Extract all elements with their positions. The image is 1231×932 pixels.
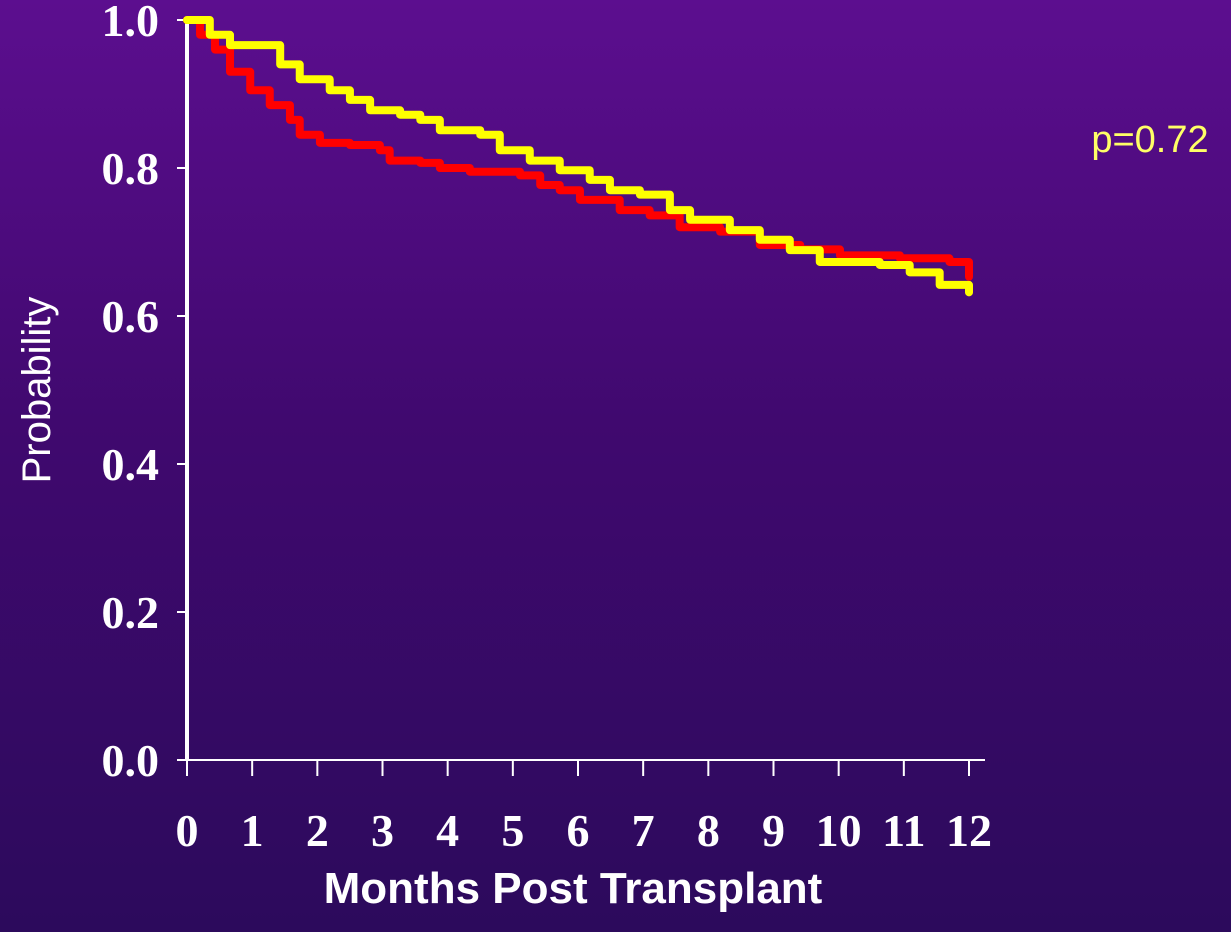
x-tick-label: 1 xyxy=(241,805,264,856)
x-tick-label: 10 xyxy=(816,805,862,856)
y-tick-label: 0.2 xyxy=(102,587,160,638)
x-tick-label: 9 xyxy=(762,805,785,856)
survival-curve xyxy=(183,16,973,297)
x-tick-label: 8 xyxy=(697,805,720,856)
x-tick-label: 7 xyxy=(632,805,655,856)
x-tick-label: 5 xyxy=(501,805,524,856)
y-tick-label: 1.0 xyxy=(102,0,160,46)
y-tick-label: 0.4 xyxy=(102,439,160,490)
x-tick-label: 2 xyxy=(306,805,329,856)
y-axis-label: Probability xyxy=(15,297,59,484)
x-tick-label: 11 xyxy=(882,805,925,856)
annotation: p=0.72 xyxy=(1091,119,1208,161)
x-axis-label: Months Post Transplant xyxy=(324,864,823,913)
x-tick-label: 12 xyxy=(946,805,992,856)
x-tick-label: 6 xyxy=(567,805,590,856)
x-tick-label: 0 xyxy=(176,805,199,856)
x-tick-label: 3 xyxy=(371,805,394,856)
y-tick-label: 0.8 xyxy=(102,143,160,194)
y-tick-label: 0.6 xyxy=(102,291,160,342)
survival-curve xyxy=(183,16,973,281)
x-tick-label: 4 xyxy=(436,805,459,856)
y-tick-label: 0.0 xyxy=(102,735,160,786)
